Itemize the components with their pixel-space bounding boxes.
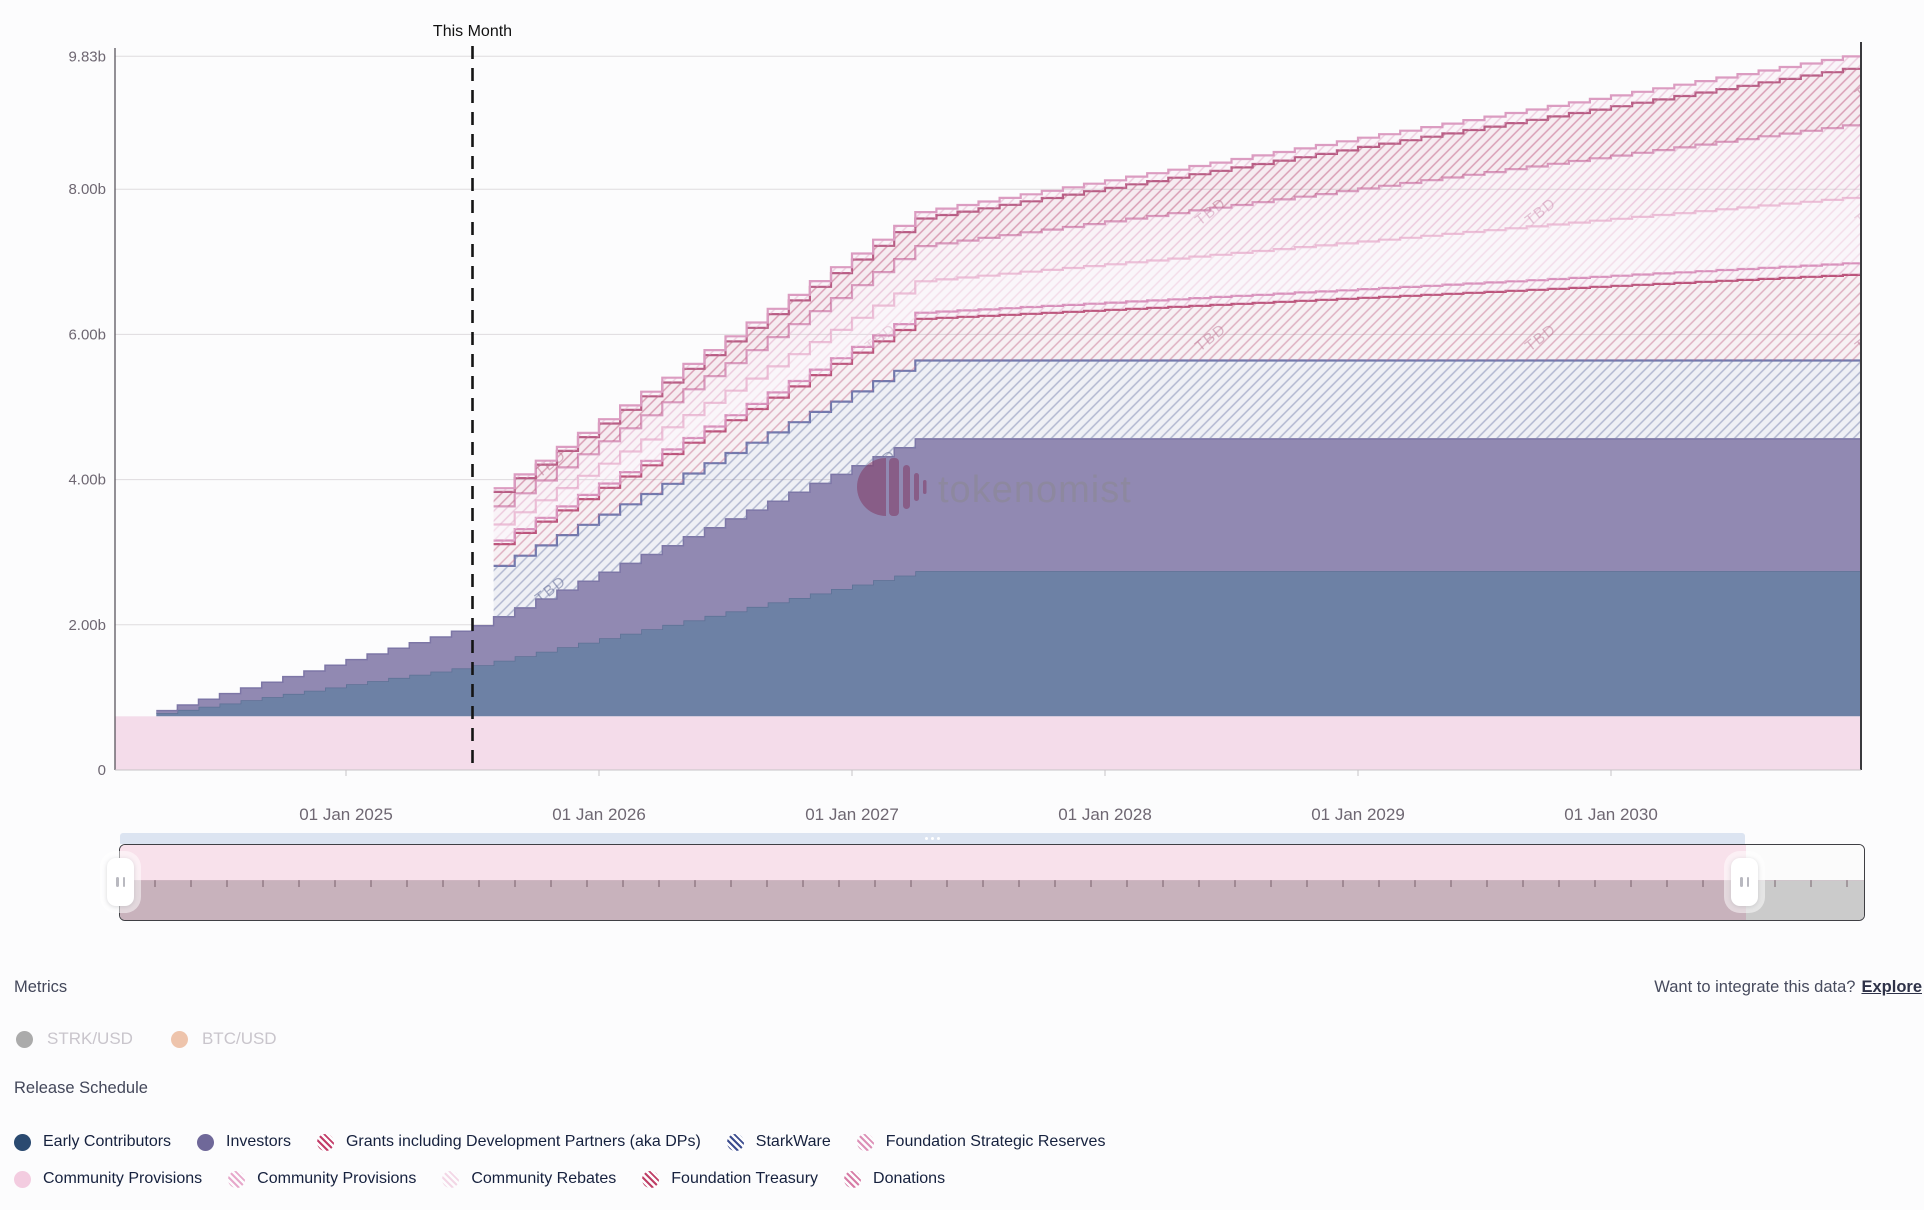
release-schedule-legend-row-2: Community Provisions Community Provisions… [14,1167,945,1191]
release-schedule-chart: 9.83b8.00b6.00b4.00b2.00b0TBDTBDTBDTBDTB… [68,23,1890,824]
this-month-label: This Month [433,23,512,40]
metrics-heading: Metrics [14,978,68,996]
series-area-series-4 [493,274,1861,566]
legend-label: Donations [873,1170,946,1187]
tbd-label: TBD [1852,195,1890,230]
plot-area[interactable] [115,40,1861,770]
y-tick-label: 2.00b [68,617,106,634]
navigator-unselected-range[interactable] [1746,845,1864,920]
legend-item-foundation-treasury[interactable]: Foundation Treasury [642,1170,818,1188]
y-tick-label: 8.00b [68,181,106,198]
legend-item-donations[interactable]: Donations [844,1170,945,1188]
legend-label: StarkWare [755,1133,831,1150]
release-schedule-heading: Release Schedule [14,1079,148,1097]
legend-item-community-rebates[interactable]: Community Rebates [442,1170,616,1188]
x-tick-label: 01 Jan 2025 [299,805,393,824]
legend-label: Community Rebates [471,1170,617,1187]
hatched-swatch-icon [726,1133,744,1151]
hatched-swatch-icon [642,1170,660,1188]
y-tick-label: 9.83b [68,48,106,65]
series-area-series-2 [156,438,1861,714]
legend-item-grants-including-development-partners-aka-dps-[interactable]: Grants including Development Partners (a… [316,1133,701,1151]
solid-swatch-icon [14,1170,31,1188]
legend-label: Community Provisions [257,1170,417,1187]
navigator-track[interactable] [119,844,1865,921]
hatched-swatch-icon [856,1133,874,1151]
x-tick-label: 01 Jan 2026 [552,805,646,824]
metric-dot-icon [16,1030,33,1048]
legend-item-community-provisions[interactable]: Community Provisions [14,1170,202,1188]
x-tick-label: 01 Jan 2030 [1564,805,1658,824]
svg-text:tokenomist: tokenomist [938,469,1132,511]
navigator-selected-range[interactable] [120,845,1746,920]
metric-dot-icon [170,1030,188,1048]
release-schedule-legend-row-1: Early Contributors Investors Grants includ… [14,1130,1105,1154]
metric-label: BTC/USD [201,1029,277,1048]
navigator-right-handle[interactable] [1731,858,1758,906]
hatched-swatch-icon [844,1170,862,1188]
legend-item-starkware[interactable]: StarkWare [726,1133,831,1151]
x-tick-label: 01 Jan 2028 [1058,805,1152,824]
hatched-swatch-icon [442,1170,460,1188]
integrate-row: Want to integrate this data? Explore [1654,978,1922,997]
y-tick-label: 0 [98,762,106,779]
series-area-community-provisions-base [115,716,1861,770]
y-tick-label: 6.00b [68,326,106,343]
series-area-series-6 [493,198,1861,541]
metrics-toggle-row: STRK/USD BTC/USD [16,1029,277,1049]
series-area-series-7 [493,125,1861,525]
navigator-midline [120,880,1864,887]
legend-item-foundation-strategic-reserves[interactable]: Foundation Strategic Reserves [856,1133,1106,1151]
legend-item-early-contributors[interactable]: Early Contributors [14,1133,171,1151]
y-tick-label: 4.00b [68,472,106,489]
metric-toggle-btc-usd[interactable]: BTC/USD [170,1029,277,1049]
solid-swatch-icon [197,1133,215,1151]
legend-label: Community Provisions [43,1170,203,1187]
navigator-top-strip[interactable] [120,833,1745,844]
series-area-series-8 [493,68,1861,507]
legend-label: Foundation Strategic Reserves [885,1133,1106,1150]
series-topline-series-9 [493,55,1861,490]
series-area-series-3 [493,360,1861,617]
navigator-left-handle[interactable] [107,858,134,906]
tokenomist-watermark: tokenomist [857,458,1132,516]
solid-swatch-icon [14,1133,31,1151]
legend-label: Foundation Treasury [671,1170,819,1187]
series-area-series-1 [156,571,1861,717]
tbd-label: TBD [1852,69,1890,104]
tbd-label: TBD [1852,321,1890,356]
integrate-prompt: Want to integrate this data? [1654,978,1856,996]
hatched-swatch-icon [316,1133,334,1151]
legend-label: Investors [226,1133,291,1150]
x-tick-label: 01 Jan 2029 [1311,805,1405,824]
legend-item-community-provisions[interactable]: Community Provisions [228,1170,416,1188]
legend-label: Early Contributors [43,1133,172,1150]
navigator-grip-icon[interactable] [925,837,940,840]
x-tick-label: 01 Jan 2027 [805,805,899,824]
metric-label: STRK/USD [47,1029,133,1048]
metric-toggle-strk-usd[interactable]: STRK/USD [16,1029,133,1049]
hatched-swatch-icon [228,1170,246,1188]
legend-label: Grants including Development Partners (a… [345,1133,701,1150]
explore-link[interactable]: Explore [1861,978,1922,996]
legend-item-investors[interactable]: Investors [197,1133,291,1151]
